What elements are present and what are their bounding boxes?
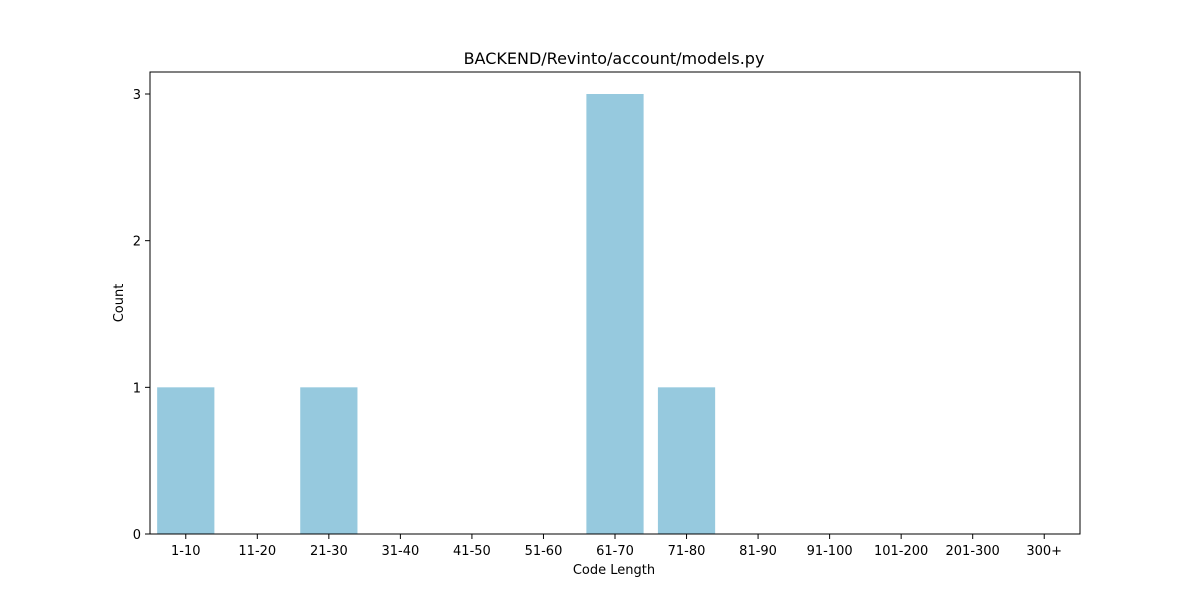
x-tick-label: 51-60 [525, 544, 563, 559]
y-axis-ticks: 0 1 2 3 [133, 88, 150, 543]
x-axis-ticks: 1-10 11-20 21-30 31-40 41-50 51-60 61-70 71-80 8… [171, 534, 1062, 559]
y-tick-label: 3 [133, 88, 141, 103]
y-tick-label: 2 [133, 235, 141, 250]
bar-21-30 [300, 387, 357, 534]
x-tick-label: 11-20 [238, 544, 276, 559]
x-tick-label: 61-70 [596, 544, 634, 559]
x-tick-label: 21-30 [310, 544, 348, 559]
bar-71-80 [658, 387, 715, 534]
y-tick-label: 1 [133, 381, 141, 396]
x-tick-label: 71-80 [668, 544, 706, 559]
x-tick-label: 300+ [1026, 544, 1062, 559]
x-tick-label: 91-100 [807, 544, 853, 559]
bar-61-70 [586, 94, 643, 534]
chart-title: BACKEND/Revinto/account/models.py [464, 49, 765, 68]
y-axis-title: Count [112, 284, 127, 323]
y-tick-label: 0 [133, 528, 141, 543]
bar-1-10 [157, 387, 214, 534]
bars-group [157, 94, 715, 534]
x-tick-label: 1-10 [171, 544, 201, 559]
x-tick-label: 31-40 [381, 544, 419, 559]
x-tick-label: 101-200 [874, 544, 928, 559]
x-tick-label: 201-300 [946, 544, 1000, 559]
x-tick-label: 81-90 [739, 544, 777, 559]
x-axis-title: Code Length [573, 563, 655, 578]
x-tick-label: 41-50 [453, 544, 491, 559]
